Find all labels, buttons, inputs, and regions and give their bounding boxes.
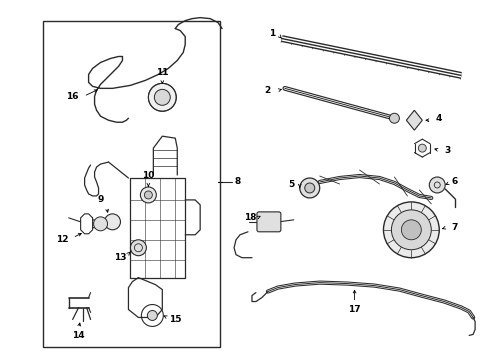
Circle shape [417,144,426,152]
Circle shape [383,202,438,258]
Circle shape [104,214,120,230]
Circle shape [388,113,399,123]
Text: 3: 3 [443,145,449,154]
Circle shape [144,191,152,199]
Circle shape [401,220,421,240]
Text: 7: 7 [450,223,456,232]
Text: 5: 5 [288,180,294,189]
Circle shape [304,183,314,193]
Bar [42,21,220,347]
Circle shape [148,84,176,111]
Text: 17: 17 [347,305,360,314]
Text: 1: 1 [268,29,274,38]
Circle shape [154,89,170,105]
Circle shape [93,217,107,231]
Circle shape [428,177,444,193]
Text: 18: 18 [243,213,256,222]
Polygon shape [406,110,422,130]
FancyBboxPatch shape [256,212,280,232]
Circle shape [147,310,157,320]
Text: 9: 9 [97,195,103,204]
Text: 2: 2 [263,86,269,95]
Text: 14: 14 [72,331,85,340]
Text: 6: 6 [450,177,456,186]
Text: 11: 11 [156,68,168,77]
Text: 15: 15 [169,315,181,324]
Text: 13: 13 [114,253,126,262]
Text: 10: 10 [142,171,154,180]
Text: 8: 8 [234,177,241,186]
Circle shape [390,210,430,250]
Text: 4: 4 [435,114,442,123]
Text: 16: 16 [66,92,79,101]
Circle shape [140,187,156,203]
Circle shape [299,178,319,198]
Text: 12: 12 [56,235,69,244]
Circle shape [130,240,146,256]
